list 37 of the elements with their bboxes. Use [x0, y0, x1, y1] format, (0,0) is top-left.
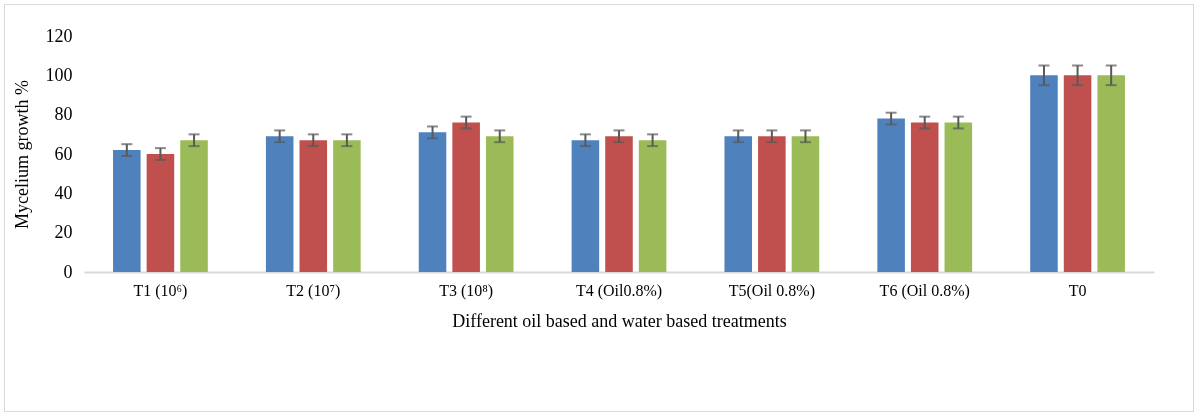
- bar: [724, 136, 753, 272]
- x-tick-label: T3 (10⁸): [439, 281, 494, 300]
- bar: [452, 122, 480, 272]
- bar: [1063, 75, 1092, 272]
- x-tick-label: T1 (10⁶): [133, 281, 188, 300]
- x-tick-label: T0: [1068, 281, 1087, 299]
- y-tick-label: 60: [54, 143, 73, 164]
- bar: [877, 118, 905, 272]
- x-tick-label: T2 (10⁷): [286, 281, 341, 300]
- bar: [944, 122, 973, 272]
- bar: [333, 140, 361, 272]
- y-tick-label: 20: [54, 222, 73, 243]
- bar: [418, 132, 447, 272]
- bar: [265, 136, 294, 272]
- bar: [180, 140, 208, 272]
- bar: [1030, 75, 1058, 272]
- x-tick-label: T6 (Oil 0.8%): [879, 281, 970, 300]
- bar: [113, 150, 141, 272]
- y-tick-label: 40: [54, 182, 73, 203]
- y-tick-label: 80: [54, 104, 73, 125]
- bar: [299, 140, 328, 272]
- x-tick-label: T5(Oil 0.8%): [728, 281, 815, 300]
- bar: [791, 136, 820, 272]
- y-tick-label: 120: [45, 25, 73, 46]
- bar: [485, 136, 514, 272]
- bar: [910, 122, 939, 272]
- bar: [638, 140, 667, 272]
- bar: [1097, 75, 1125, 272]
- bar: [571, 140, 600, 272]
- bar: [146, 154, 175, 272]
- x-axis-title: Different oil based and water based treatments: [452, 310, 787, 331]
- y-axis-title: Mycelium growth %: [11, 80, 32, 229]
- y-tick-label: 100: [45, 64, 73, 85]
- bar: [758, 136, 786, 272]
- bar: [605, 136, 633, 272]
- x-tick-label: T4 (Oil0.8%): [575, 281, 663, 300]
- y-tick-label: 0: [63, 261, 73, 282]
